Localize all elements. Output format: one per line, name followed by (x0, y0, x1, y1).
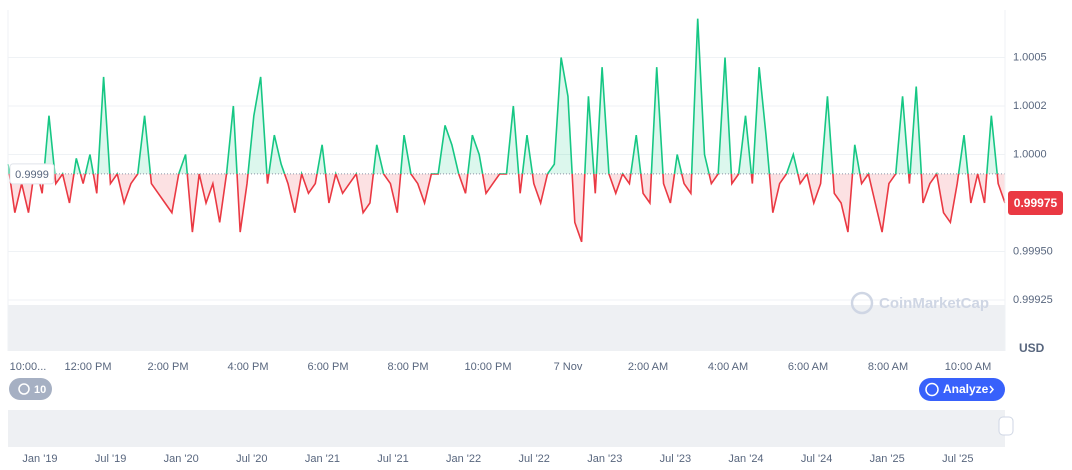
area-down (8, 173, 1005, 242)
x-tick-label: 8:00 AM (868, 361, 908, 373)
navigator-label: Jan '24 (728, 453, 763, 465)
navigator-label: Jan '22 (446, 453, 481, 465)
history-button[interactable]: 10 (9, 378, 52, 400)
y-tick-label: 1.0000 (1013, 148, 1047, 160)
price-tag: 0.99975 (1014, 196, 1058, 210)
navigator-label: Jul '19 (95, 453, 126, 465)
price-line-down (8, 173, 1006, 243)
price-tag-bg (1008, 191, 1063, 215)
navigator-handle[interactable] (998, 416, 1014, 436)
navigator-label: Jul '24 (801, 453, 832, 465)
analyze-button-text[interactable]: Analyze (943, 382, 989, 396)
navigator-axis: Jan '19 Jul '19 Jan '20 Jul '20 Jan '21 Jul '… (22, 453, 973, 465)
x-tick-label: 7 Nov (554, 361, 583, 373)
area-up (8, 18, 998, 174)
grid: 0.99925 0.99950 1.0000 1.0002 1.0005 (8, 51, 1053, 306)
x-tick-label: 10:00 AM (945, 361, 991, 373)
navigator-label: Jul '22 (518, 453, 549, 465)
navigator-label: Jul '23 (660, 453, 691, 465)
analyze-arrow (989, 385, 994, 394)
x-tick-label: 12:00 PM (64, 361, 111, 373)
x-tick-label: 10:00... (10, 361, 47, 373)
y-tick-label: 1.0002 (1013, 100, 1047, 112)
navigator-label: Jul '25 (942, 453, 973, 465)
watermark-text: CoinMarketCap (879, 295, 989, 312)
navigator-label: Jan '23 (587, 453, 622, 465)
plot: 0.9999 0.99975 (7, 18, 1063, 243)
y-tick-label: 1.0005 (1013, 51, 1047, 63)
baseline-label: 0.9999 (15, 169, 49, 181)
history-button-text[interactable]: 10 (34, 384, 46, 396)
watermark-icon (850, 291, 874, 315)
y-tick-label: 0.99925 (1013, 294, 1053, 306)
currency-label: USD (1019, 341, 1045, 355)
x-tick-label: 2:00 PM (148, 361, 189, 373)
x-tick-label: 6:00 AM (788, 361, 828, 373)
analyze-icon (925, 382, 939, 397)
navigator-label: Jan '19 (22, 453, 57, 465)
y-tick-label: 0.99950 (1013, 245, 1053, 257)
x-axis: 10:00... 12:00 PM 2:00 PM 4:00 PM 6:00 PM 8:0… (10, 361, 992, 373)
history-icon (18, 383, 30, 395)
x-tick-label: 8:00 PM (388, 361, 429, 373)
navigator-label: Jan '20 (164, 453, 199, 465)
x-tick-label: 4:00 PM (228, 361, 269, 373)
navigator-label: Jan '21 (305, 453, 340, 465)
navigator[interactable] (8, 410, 1005, 447)
analyze-button[interactable]: Analyze (919, 378, 1005, 401)
baseline-label-bg (9, 163, 55, 185)
volume-area (8, 305, 1005, 351)
x-tick-label: 6:00 PM (308, 361, 349, 373)
price-line-up (7, 18, 998, 174)
x-tick-label: 10:00 PM (464, 361, 511, 373)
navigator-label: Jul '20 (236, 453, 267, 465)
x-tick-label: 4:00 AM (708, 361, 748, 373)
x-tick-label: 2:00 AM (628, 361, 668, 373)
navigator-label: Jan '25 (870, 453, 905, 465)
watermark: CoinMarketCap (850, 291, 989, 315)
navigator-label: Jul '21 (377, 453, 408, 465)
history-button-bg[interactable] (9, 378, 52, 400)
analyze-button-bg[interactable] (919, 378, 1005, 401)
